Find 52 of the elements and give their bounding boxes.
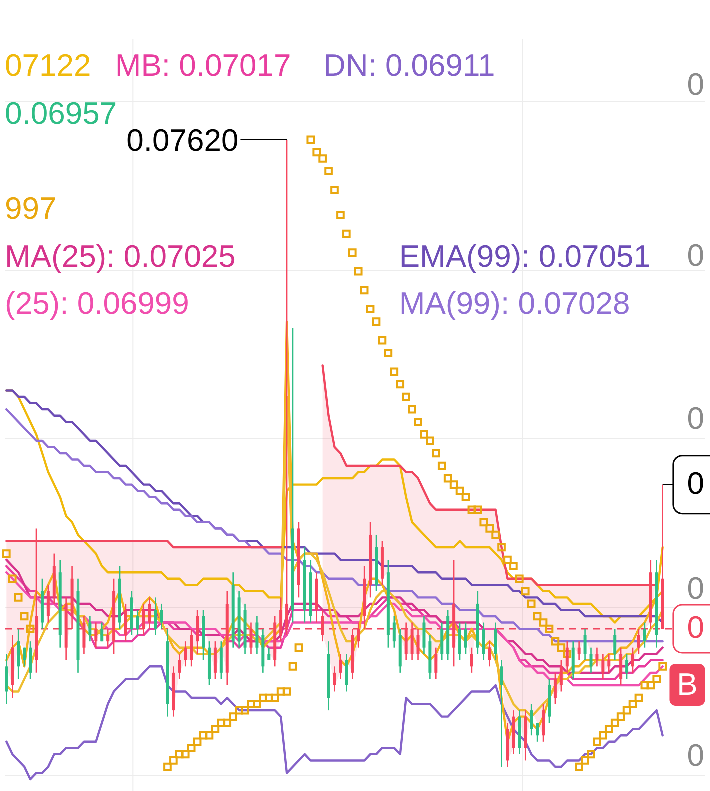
candlestick (333, 666, 336, 692)
text: EMA(99): 0.07051 (399, 239, 651, 274)
ref-line-label: 0 (687, 610, 705, 646)
candlestick (434, 647, 438, 680)
candlestick (148, 597, 152, 630)
text: 0 (687, 738, 705, 773)
text: MA(99): 0.07028 (399, 286, 630, 321)
text: 07122 (5, 48, 92, 83)
candlestick (560, 660, 563, 692)
text: 997 (5, 191, 57, 226)
candlestick (614, 628, 617, 662)
candlestick (632, 647, 634, 674)
text: (25): 0.06999 (5, 286, 190, 321)
candlestick (470, 647, 474, 674)
candlestick (23, 647, 26, 668)
candlestick (100, 622, 104, 642)
candlestick (268, 647, 271, 662)
candlestick (500, 660, 504, 768)
candlestick (392, 616, 396, 648)
candlestick (596, 647, 599, 668)
candlestick (136, 610, 140, 636)
candlestick (602, 653, 605, 680)
candlestick (643, 622, 646, 648)
candlestick (584, 628, 587, 662)
candlestick (578, 640, 581, 662)
text: DN: 0.06911 (323, 48, 496, 83)
text: 0 (687, 401, 705, 436)
candlestick (626, 653, 629, 680)
candlestick (154, 597, 158, 636)
candlestick (339, 653, 342, 680)
candlestick (88, 616, 92, 642)
annotation: 0.07620 (126, 122, 239, 158)
candlestick (530, 704, 534, 736)
text: 0 (687, 67, 705, 102)
candlestick (554, 672, 557, 705)
candlestick (608, 653, 611, 674)
candlestick (566, 640, 569, 674)
candlestick (160, 603, 164, 630)
text: B (677, 667, 698, 702)
text: 0.06957 (5, 96, 118, 131)
candlestick (94, 622, 98, 648)
text: 0 (687, 466, 705, 501)
candlestick (590, 647, 593, 674)
text: 0 (687, 571, 705, 606)
candlestick (178, 653, 182, 680)
candlestick (184, 640, 188, 668)
candlestick (488, 640, 492, 668)
candlestick (464, 622, 468, 655)
text: 0 (687, 238, 705, 273)
text: MA(25): 0.07025 (5, 239, 236, 274)
candlestick (536, 722, 540, 743)
text: MB: 0.07017 (115, 48, 292, 83)
